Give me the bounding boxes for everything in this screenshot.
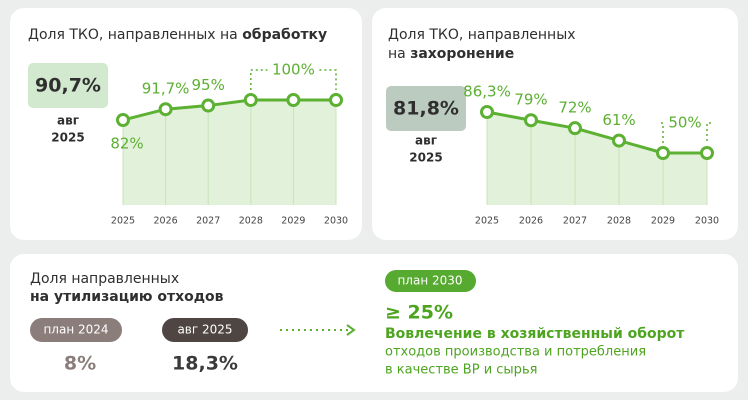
section-title: Доля направленных [30,271,179,287]
bracket [659,122,711,143]
title-text: Доля ТКО, направленных [388,27,576,43]
title-bold: обработку [242,27,327,43]
x-tick-label: 2028 [607,216,631,227]
badge-value: 90,7% [35,75,101,97]
plan-value: 8% [64,353,96,375]
point [116,113,130,127]
x-tick-label: 2030 [324,216,348,227]
area [487,112,707,205]
point [329,93,343,107]
value-label: 79% [514,91,547,109]
title-text: на [388,46,410,62]
value-label: 72% [558,99,591,117]
point [480,105,494,119]
pill [30,318,122,342]
arrow-head [346,324,356,336]
pill [385,270,476,292]
point [612,133,626,148]
badge-value: 81,8% [393,98,459,120]
badge-caption: авг [415,134,437,148]
point [656,146,670,160]
point [524,113,538,128]
section-title: на утилизацию отходов [30,289,224,305]
point [700,146,714,160]
point [201,98,216,113]
x-tick-label: 2026 [154,216,178,227]
value-label: 95% [192,76,225,94]
value-label: 91,7% [142,80,190,98]
badge [386,86,466,131]
area [123,100,336,205]
title-text: Доля ТКО, направленных на [28,27,242,43]
x-tick-label: 2027 [196,216,220,227]
chart-title: на захоронение [388,46,514,62]
value-label: 86,3% [463,83,511,101]
x-tick-label: 2026 [519,216,543,227]
title-bold: захоронение [410,46,514,62]
pill-label: план 2024 [43,323,108,337]
line [486,110,707,155]
badge-caption: 2025 [51,131,84,145]
value-label: 100% [272,61,315,79]
value-label: 61% [602,111,635,129]
badge-caption: авг [57,114,79,128]
chart-title: Доля ТКО, направленных на обработку [28,27,327,43]
x-tick-label: 2029 [651,216,675,227]
x-tick-label: 2025 [111,216,135,227]
target-value: ≥ 25% [385,302,453,324]
pill [162,318,248,342]
x-tick-label: 2030 [695,216,719,227]
target-text: в качестве ВР и сырья [385,363,537,378]
x-tick-label: 2025 [475,216,499,227]
point [243,93,258,107]
actual-value: 18,3% [172,353,238,375]
point [568,121,582,136]
line [122,98,336,122]
badge-caption: 2025 [409,151,442,165]
target-title: Вовлечение в хозяйственный оборот [385,326,685,342]
pill-label: авг 2025 [177,323,232,337]
target-text: отходов производства и потребления [385,345,646,360]
x-tick-label: 2029 [281,216,305,227]
pill-label: план 2030 [397,274,462,288]
point [286,93,301,107]
x-tick-label: 2028 [239,216,263,227]
value-label: 50% [668,114,701,132]
point [158,102,173,117]
card [10,254,738,392]
bracket [250,69,337,90]
chart-title: Доля ТКО, направленных [388,27,576,43]
value-label: 82% [110,135,143,153]
badge [28,63,108,108]
x-tick-label: 2027 [563,216,587,227]
